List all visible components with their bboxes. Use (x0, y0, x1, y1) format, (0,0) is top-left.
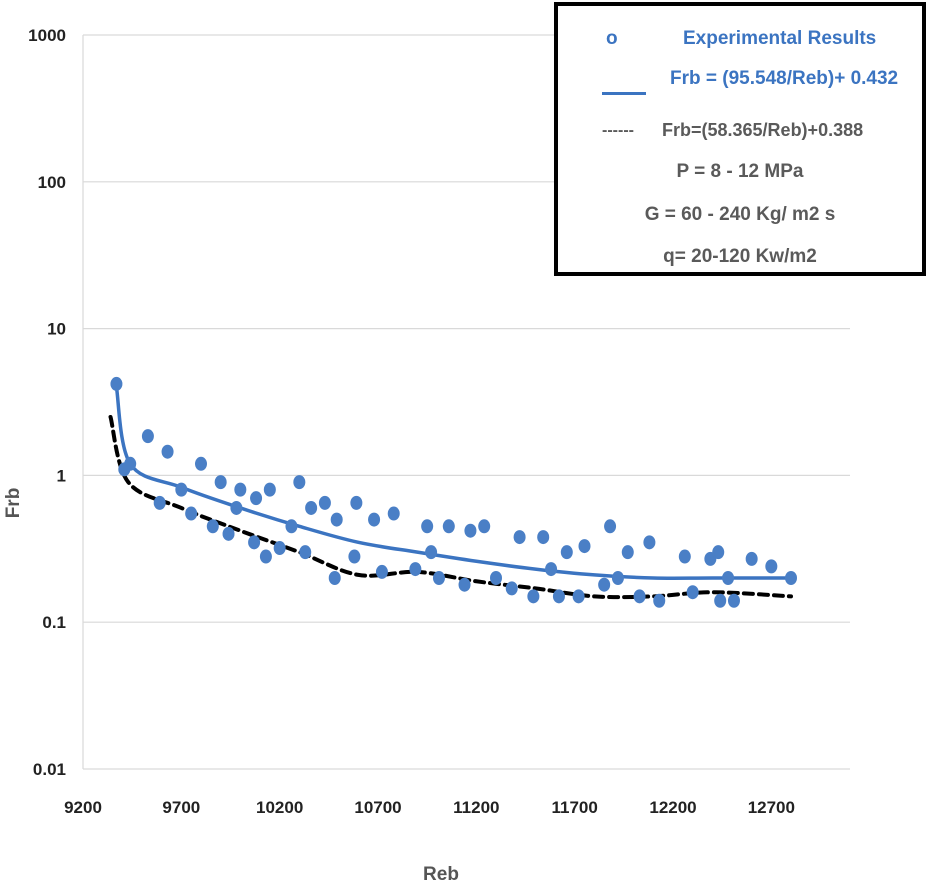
data-point (478, 519, 491, 534)
x-axis-title: Reb (423, 864, 459, 885)
data-point (222, 526, 235, 541)
data-point (545, 562, 558, 577)
x-tick-label: 12700 (748, 798, 795, 817)
data-point (785, 571, 797, 586)
data-point (552, 589, 565, 604)
data-point (578, 539, 591, 554)
y-axis-title: Frb (3, 488, 24, 519)
data-point (527, 589, 540, 604)
data-point (375, 564, 388, 579)
x-axis-ticks: 9200 9700 10200 10700 11200 11700 12200 12700 (64, 798, 795, 817)
data-point (328, 571, 341, 586)
data-point (230, 500, 243, 515)
legend-mass-flux-label: G = 60 - 240 Kg/ m2 s (644, 204, 836, 225)
legend-solid-line-icon (602, 92, 646, 95)
data-point (330, 512, 343, 527)
x-tick-label: 10700 (354, 798, 401, 817)
y-tick-label: 10 (47, 320, 66, 339)
data-point (348, 549, 361, 564)
data-point (712, 545, 725, 560)
x-tick-label: 10200 (256, 798, 303, 817)
data-point (175, 482, 188, 497)
data-point (678, 549, 691, 564)
data-point (560, 545, 573, 560)
data-point (727, 593, 740, 608)
data-point (686, 585, 699, 600)
legend-marker-icon: o (606, 28, 618, 49)
data-point (621, 545, 634, 560)
data-point (653, 593, 666, 608)
data-point (250, 491, 263, 506)
x-tick-label: 9200 (64, 798, 102, 817)
data-point (368, 512, 381, 527)
data-point (273, 541, 286, 556)
legend-heat-flux-label: q= 20-120 Kw/m2 (663, 246, 817, 267)
data-point (293, 475, 306, 490)
legend-fit1-label: Frb = (95.548/Reb)+ 0.432 (670, 68, 899, 89)
data-point (153, 495, 166, 510)
data-point (458, 577, 471, 592)
y-axis-ticks: 0.01 0.1 1 10 100 1000 (28, 26, 66, 779)
data-point (537, 530, 550, 545)
legend: o Experimental Results Frb = (95.548/Reb… (554, 2, 926, 276)
data-point (432, 571, 445, 586)
x-tick-label: 11200 (453, 798, 499, 817)
y-tick-label: 0.01 (33, 760, 66, 779)
data-point (161, 444, 174, 459)
data-point (745, 551, 758, 566)
data-point (633, 589, 646, 604)
data-point (643, 535, 656, 550)
data-point (285, 519, 298, 534)
data-point (513, 530, 526, 545)
y-tick-label: 100 (38, 173, 66, 192)
fit-lines (108, 385, 793, 600)
data-point (214, 475, 227, 490)
data-point (421, 519, 434, 534)
data-point (206, 519, 219, 534)
fit-line-dashed (108, 414, 793, 600)
y-tick-label: 1 (57, 466, 66, 485)
data-point (714, 593, 727, 608)
data-point (611, 571, 624, 586)
data-point (425, 545, 438, 560)
data-point (464, 523, 477, 538)
legend-pressure-label: P = 8 - 12 MPa (676, 161, 804, 182)
x-tick-label: 12200 (649, 798, 696, 817)
x-tick-label: 11700 (551, 798, 597, 817)
data-point (350, 495, 363, 510)
data-point (141, 429, 154, 444)
data-point (195, 456, 207, 471)
y-tick-label: 0.1 (42, 613, 66, 632)
data-point (572, 589, 585, 604)
data-point (124, 456, 137, 471)
x-tick-label: 9700 (162, 798, 200, 817)
data-point (604, 519, 617, 534)
data-point (722, 571, 735, 586)
data-point (505, 581, 518, 596)
data-point (110, 376, 123, 391)
data-point (490, 571, 502, 586)
y-tick-label: 1000 (28, 26, 66, 45)
data-point (305, 500, 318, 515)
data-point (299, 545, 312, 560)
data-point (248, 535, 261, 550)
data-point (185, 506, 198, 521)
data-point (263, 482, 276, 497)
data-point (765, 559, 778, 574)
legend-fit2-label: Frb=(58.365/Reb)+0.388 (662, 120, 864, 140)
data-point (442, 519, 455, 534)
data-point (318, 495, 331, 510)
data-point (598, 577, 611, 592)
data-point (259, 549, 272, 564)
data-point (409, 562, 422, 577)
gridlines (82, 34, 850, 770)
experimental-points (110, 376, 797, 608)
data-point (234, 482, 247, 497)
legend-dashed-line-icon: ------ (602, 122, 634, 139)
legend-experimental-label: Experimental Results (683, 28, 877, 49)
data-point (387, 506, 400, 521)
